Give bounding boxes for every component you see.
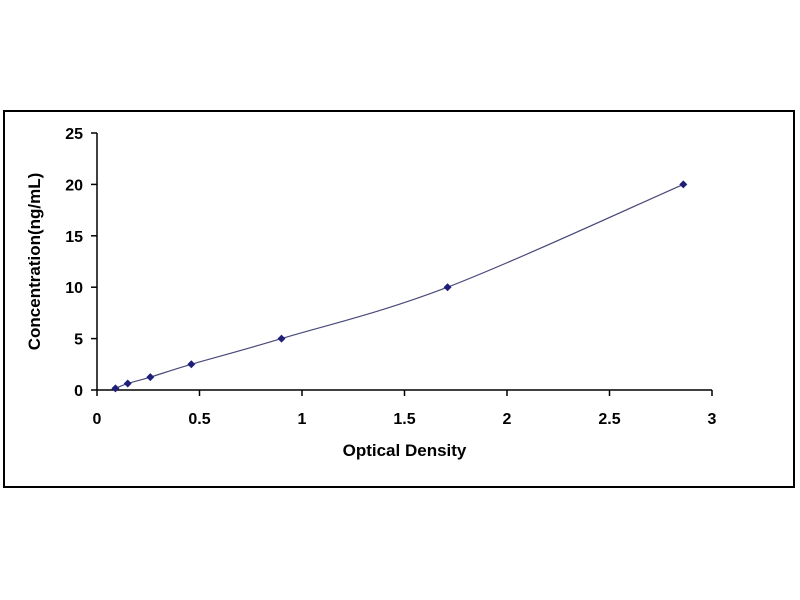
y-axis-title: Concentration(ng/mL)	[25, 173, 44, 351]
data-point	[187, 360, 196, 369]
x-tick-label: 0.5	[188, 411, 210, 428]
fit-curve	[115, 183, 684, 389]
chart-frame	[3, 110, 795, 488]
x-tick-label: 1	[298, 411, 307, 428]
y-tick-label: 5	[74, 332, 83, 349]
data-point	[123, 379, 132, 388]
y-tick-label: 0	[74, 383, 83, 400]
y-tick-label: 25	[65, 126, 83, 143]
data-point	[443, 283, 452, 292]
x-axis-title: Optical Density	[343, 441, 467, 460]
y-ticks: 0 5 10 15 20 25	[65, 126, 97, 400]
axes	[96, 133, 712, 391]
data-point	[679, 180, 688, 189]
y-tick-label: 20	[65, 177, 83, 194]
x-tick-label: 3	[708, 411, 717, 428]
x-tick-label: 2	[503, 411, 512, 428]
x-tick-label: 1.5	[393, 411, 415, 428]
y-tick-label: 10	[65, 280, 83, 297]
x-tick-label: 0	[93, 411, 102, 428]
data-points	[111, 180, 688, 393]
data-point	[111, 384, 120, 393]
data-point	[146, 373, 155, 382]
data-point	[277, 334, 286, 343]
x-tick-label: 2.5	[598, 411, 620, 428]
x-ticks: 0 0.5 1 1.5 2 2.5 3	[93, 390, 717, 428]
y-tick-label: 15	[65, 229, 83, 246]
